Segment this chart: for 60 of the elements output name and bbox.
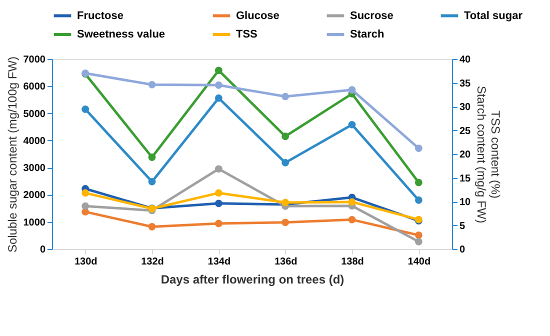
point bbox=[214, 94, 222, 102]
x-tick-label: 136d bbox=[274, 256, 298, 268]
point bbox=[214, 200, 222, 208]
y-tick-label: 1000 bbox=[23, 217, 46, 228]
x-tick-label: 134d bbox=[208, 256, 231, 268]
y2-tick-label: 35 bbox=[460, 78, 472, 90]
y2-tick-label: 25 bbox=[460, 126, 472, 137]
legend-label: Sweetness value bbox=[77, 28, 166, 40]
point bbox=[148, 223, 156, 230]
y2-tick-label: 5 bbox=[460, 220, 466, 232]
y-tick-label: 4000 bbox=[23, 136, 46, 147]
legend-label: Total sugar bbox=[464, 10, 524, 22]
y2-tick-label: 40 bbox=[460, 54, 472, 66]
y-tick-label: 7000 bbox=[23, 54, 46, 66]
x-tick-label: 132d bbox=[141, 256, 164, 268]
point bbox=[414, 231, 422, 239]
point bbox=[348, 86, 356, 94]
point bbox=[348, 216, 356, 224]
point bbox=[414, 196, 422, 204]
y-axis-title: Soluble sugar content (mg/100g FW) bbox=[5, 56, 20, 253]
legend-label: Glucose bbox=[236, 10, 280, 22]
x-tick-label: 138d bbox=[341, 256, 364, 268]
point bbox=[214, 165, 222, 173]
point bbox=[148, 80, 156, 88]
y-tick-label: 0 bbox=[40, 244, 46, 256]
point bbox=[282, 92, 290, 100]
x-tick-label: 130d bbox=[74, 256, 98, 268]
y2-tick-label: 20 bbox=[460, 150, 472, 160]
point bbox=[214, 66, 222, 74]
point bbox=[414, 144, 422, 152]
x-axis-title: Days after flowering on trees (d) bbox=[160, 272, 344, 286]
y2-tick-label: 15 bbox=[460, 173, 472, 184]
point bbox=[148, 154, 156, 161]
point bbox=[148, 178, 156, 186]
point bbox=[414, 178, 422, 186]
y-tick-label: 6000 bbox=[23, 82, 46, 93]
y2-tick-label: 0 bbox=[460, 244, 466, 256]
legend-label: Fructose bbox=[77, 10, 124, 22]
y-tick-label: 3000 bbox=[23, 163, 46, 174]
point bbox=[214, 189, 222, 197]
point bbox=[82, 202, 90, 210]
point bbox=[414, 238, 422, 246]
y2-tick-label: 10 bbox=[460, 197, 472, 208]
y-tick-label: 5000 bbox=[23, 108, 46, 120]
point bbox=[214, 220, 222, 228]
point bbox=[282, 218, 290, 226]
y2-tick-label: 30 bbox=[460, 102, 472, 113]
legend-label: Sucrose bbox=[350, 10, 394, 22]
point bbox=[82, 106, 90, 113]
y2-axis-title: TSS content (%) Starch content (mg/g FW) bbox=[474, 86, 503, 224]
point bbox=[282, 158, 290, 166]
point bbox=[348, 120, 356, 128]
legend-label: Starch bbox=[350, 28, 385, 40]
point bbox=[348, 198, 356, 206]
point bbox=[82, 189, 90, 197]
point bbox=[282, 132, 290, 140]
legend-label: TSS bbox=[236, 28, 258, 40]
y-tick-label: 2000 bbox=[23, 190, 46, 202]
x-tick-label: 140d bbox=[408, 256, 431, 268]
point bbox=[214, 81, 222, 89]
